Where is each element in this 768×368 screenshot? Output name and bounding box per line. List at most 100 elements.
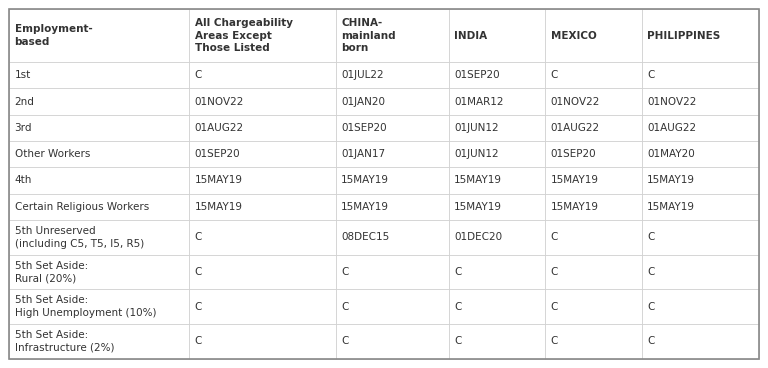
Bar [449,88,545,115]
Text: 01SEP20: 01SEP20 [341,123,387,133]
Text: Other Workers: Other Workers [15,149,90,159]
Bar [336,9,449,62]
Bar [449,62,545,88]
Text: 15MAY19: 15MAY19 [551,202,598,212]
Text: 4th: 4th [15,176,32,185]
Bar [641,167,759,194]
Text: C: C [551,267,558,277]
Bar [9,167,189,194]
Bar [545,255,641,289]
Text: INDIA: INDIA [455,31,488,41]
Bar [641,62,759,88]
Text: C: C [647,70,654,80]
Text: C: C [551,302,558,312]
Text: C: C [551,232,558,242]
Bar [189,220,336,255]
Text: 01JUN12: 01JUN12 [455,123,499,133]
Bar [545,141,641,167]
Text: 15MAY19: 15MAY19 [194,176,243,185]
Text: CHINA-
mainland
born: CHINA- mainland born [341,18,396,53]
Bar [189,62,336,88]
Bar [336,194,449,220]
Text: 15MAY19: 15MAY19 [551,176,598,185]
Text: C: C [647,232,654,242]
Text: C: C [647,302,654,312]
Text: 15MAY19: 15MAY19 [341,176,389,185]
Bar [9,289,189,324]
Text: C: C [341,267,349,277]
Text: 01MAR12: 01MAR12 [455,96,504,107]
Text: 01JAN20: 01JAN20 [341,96,386,107]
Bar [336,289,449,324]
Bar [449,115,545,141]
Text: C: C [194,232,202,242]
Text: C: C [341,302,349,312]
Text: 5th Set Aside:
Rural (20%): 5th Set Aside: Rural (20%) [15,261,88,283]
Text: C: C [455,267,462,277]
Bar [545,88,641,115]
Text: Employment-
based: Employment- based [15,24,92,47]
Text: 1st: 1st [15,70,31,80]
Bar [641,324,759,359]
Text: 01DEC20: 01DEC20 [455,232,502,242]
Bar [641,220,759,255]
Bar [545,62,641,88]
Bar [189,9,336,62]
Bar [545,289,641,324]
Bar [545,220,641,255]
Text: 01MAY20: 01MAY20 [647,149,695,159]
Text: C: C [341,336,349,346]
Text: 15MAY19: 15MAY19 [194,202,243,212]
Text: 15MAY19: 15MAY19 [455,202,502,212]
Text: 01AUG22: 01AUG22 [647,123,696,133]
Text: 01SEP20: 01SEP20 [194,149,240,159]
Text: C: C [647,267,654,277]
Bar [449,141,545,167]
Text: C: C [647,336,654,346]
Bar [545,9,641,62]
Bar [189,167,336,194]
Text: 01AUG22: 01AUG22 [194,123,243,133]
Text: 5th Set Aside:
High Unemployment (10%): 5th Set Aside: High Unemployment (10%) [15,295,156,318]
Text: 01JUL22: 01JUL22 [341,70,384,80]
Bar [449,289,545,324]
Text: 15MAY19: 15MAY19 [647,202,695,212]
Bar [9,62,189,88]
Text: 5th Unreserved
(including C5, T5, I5, R5): 5th Unreserved (including C5, T5, I5, R5… [15,226,144,248]
Text: 01JUN12: 01JUN12 [455,149,499,159]
Bar [189,141,336,167]
Text: C: C [194,336,202,346]
Text: 01JAN17: 01JAN17 [341,149,386,159]
Bar [641,115,759,141]
Bar [449,324,545,359]
Text: 3rd: 3rd [15,123,32,133]
Bar [641,88,759,115]
Bar [189,115,336,141]
Bar [9,141,189,167]
Bar [9,9,189,62]
Bar [641,194,759,220]
Text: C: C [551,336,558,346]
Text: 15MAY19: 15MAY19 [647,176,695,185]
Bar [336,220,449,255]
Bar [336,324,449,359]
Bar [449,167,545,194]
Bar [449,220,545,255]
Bar [641,255,759,289]
Bar [641,9,759,62]
Bar [641,289,759,324]
Bar [545,115,641,141]
Bar [189,324,336,359]
Text: PHILIPPINES: PHILIPPINES [647,31,720,41]
Text: 01AUG22: 01AUG22 [551,123,600,133]
Bar [189,289,336,324]
Text: Certain Religious Workers: Certain Religious Workers [15,202,149,212]
Bar [336,167,449,194]
Bar [9,115,189,141]
Text: 15MAY19: 15MAY19 [341,202,389,212]
Bar [336,62,449,88]
Text: C: C [194,267,202,277]
Text: MEXICO: MEXICO [551,31,596,41]
Text: C: C [455,336,462,346]
Text: C: C [194,302,202,312]
